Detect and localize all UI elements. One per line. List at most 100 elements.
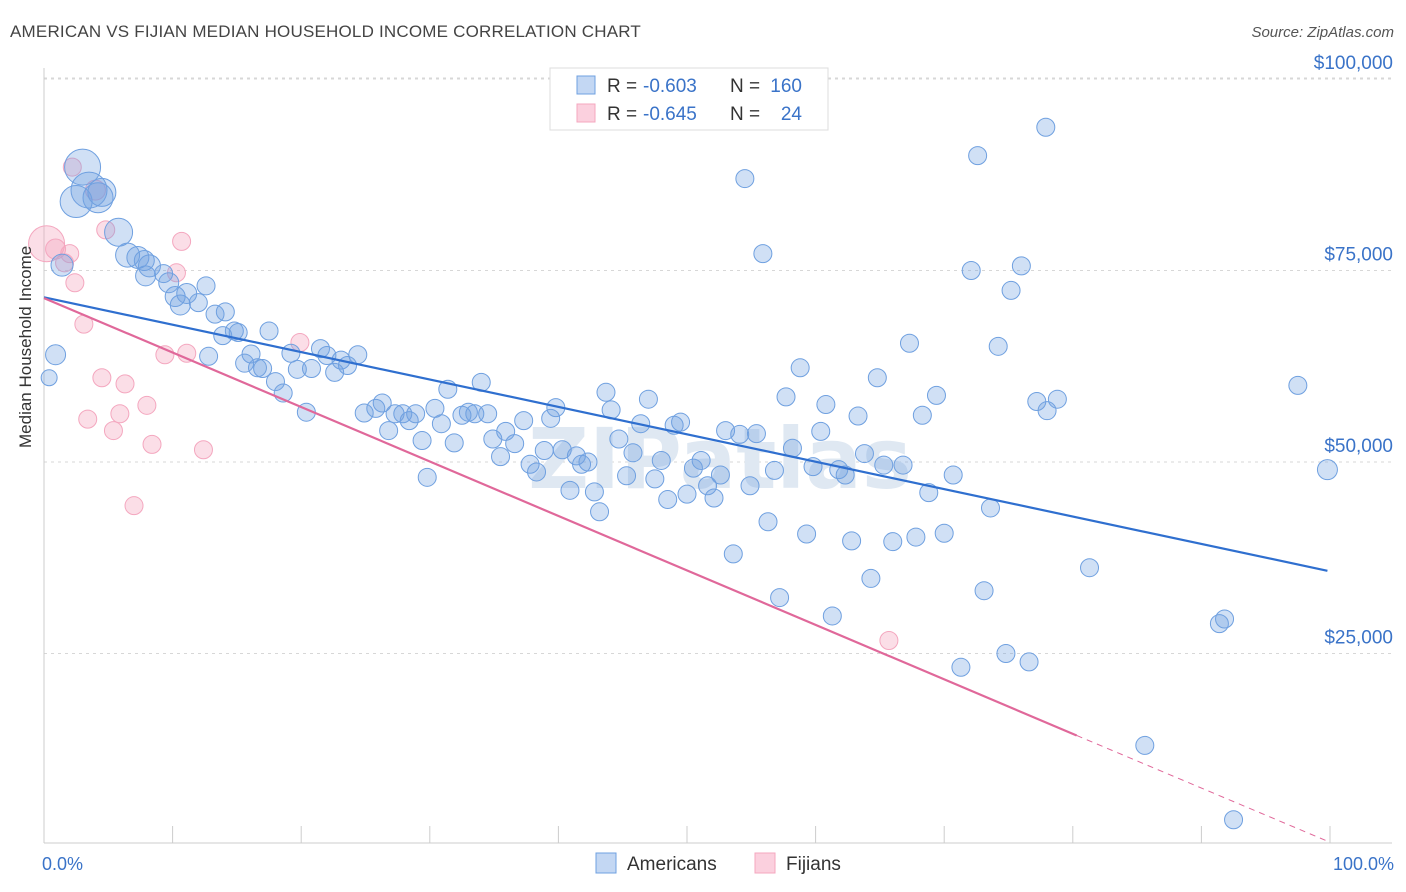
americans-point-86: [638, 389, 658, 409]
americans-point-88: [651, 450, 671, 470]
stats-legend-box: [549, 67, 829, 131]
americans-point-133: [951, 657, 971, 677]
americans-point-45: [366, 398, 386, 418]
americans-point-92: [677, 484, 697, 504]
stats-legend: R = -0.603 N = 160 R = -0.645 N = 24: [549, 67, 829, 131]
americans-point-55: [431, 414, 451, 434]
fijians-point-10: [96, 220, 116, 240]
y-tick-label-1: $50,000: [1324, 436, 1393, 457]
x-tick-labels: 0.0% 100.0%: [42, 854, 1394, 874]
fijians-point-9: [92, 368, 112, 388]
fijians-point-11: [103, 421, 123, 441]
americans-point-142: [1019, 652, 1039, 672]
americans-point-152: [1288, 375, 1308, 395]
fijians-point-19: [172, 231, 192, 251]
fijians-point-21: [193, 440, 213, 460]
americans-point-141: [1011, 256, 1031, 276]
americans-point-132: [943, 465, 963, 485]
x-tick-label-min: 0.0%: [42, 854, 83, 874]
americans-point-47: [379, 421, 399, 441]
fijians-point-5: [62, 157, 82, 177]
americans-point-3: [59, 185, 93, 219]
americans-point-97: [710, 465, 730, 485]
y-tick-label-3: $100,000: [1314, 53, 1393, 74]
americans-point-0: [40, 369, 58, 387]
americans-point-64: [491, 447, 511, 467]
trend-lines: [43, 296, 1328, 842]
americans-point-147: [1080, 558, 1100, 578]
americans-point-82: [609, 429, 629, 449]
americans-point-5: [70, 171, 108, 209]
americans-point-136: [974, 581, 994, 601]
americans-point-87: [645, 469, 665, 489]
americans-point-30: [253, 359, 273, 379]
americans-point-77: [578, 452, 598, 472]
americans-point-120: [854, 444, 874, 464]
fijians-points: [28, 157, 899, 650]
americans-point-114: [816, 395, 836, 415]
americans-point-126: [899, 333, 919, 353]
americans-trend-line: [43, 296, 1328, 572]
fijians-r-value: -0.645: [643, 104, 697, 125]
americans-r-value: -0.603: [643, 76, 697, 97]
americans-point-67: [514, 411, 534, 431]
americans-swatch: [576, 75, 596, 95]
americans-point-8: [104, 217, 134, 247]
americans-point-69: [527, 462, 547, 482]
americans-point-144: [1036, 117, 1056, 137]
legend-fijians-label: Fijians: [786, 854, 841, 875]
americans-point-99: [723, 544, 743, 564]
americans-point-1: [45, 344, 67, 366]
y-tick-labels: $25,000 $50,000 $75,000 $100,000: [1314, 53, 1393, 649]
americans-point-131: [934, 523, 954, 543]
americans-point-66: [505, 434, 525, 454]
americans-point-125: [893, 455, 913, 475]
fijians-point-3: [60, 244, 80, 264]
americans-r-label: R =: [607, 76, 637, 97]
americans-point-89: [658, 490, 678, 510]
americans-point-80: [596, 382, 616, 402]
americans-point-107: [770, 588, 790, 608]
legend-fijians-swatch: [754, 852, 776, 874]
americans-point-121: [861, 568, 881, 588]
americans-point-11: [133, 250, 155, 272]
americans-point-124: [883, 532, 903, 552]
americans-point-51: [406, 404, 426, 424]
americans-point-37: [301, 359, 321, 379]
americans-point-139: [996, 644, 1016, 663]
fijians-point-15: [137, 395, 157, 415]
fijians-trend-line: [43, 297, 1078, 737]
americans-point-46: [372, 393, 392, 413]
americans-point-102: [740, 476, 760, 496]
americans-point-74: [560, 480, 580, 500]
americans-point-127: [906, 527, 926, 547]
americans-point-15: [158, 272, 180, 294]
americans-point-138: [988, 336, 1008, 356]
bottom-legend: Americans Fijians: [595, 852, 841, 875]
americans-point-53: [417, 467, 437, 487]
americans-point-105: [758, 512, 778, 532]
legend-americans-label: Americans: [627, 854, 717, 875]
americans-point-91: [671, 412, 691, 432]
americans-point-95: [698, 476, 718, 496]
americans-point-79: [590, 502, 610, 522]
americans-point-118: [842, 531, 862, 551]
americans-point-20: [196, 276, 216, 296]
americans-n-label: N =: [730, 76, 760, 97]
americans-point-106: [764, 460, 784, 480]
fijians-point-12: [110, 404, 130, 424]
fijians-trend-extension: [1076, 735, 1328, 842]
americans-point-24: [215, 302, 235, 322]
americans-point-68: [520, 454, 540, 474]
americans-point-110: [790, 358, 810, 378]
americans-point-44: [354, 403, 374, 423]
fijians-r-label: R =: [607, 104, 637, 125]
americans-point-151: [1224, 810, 1244, 830]
americans-point-17: [169, 294, 191, 316]
y-tick-label-0: $25,000: [1324, 628, 1393, 649]
fijians-point-13: [115, 374, 135, 394]
americans-point-2: [50, 253, 74, 277]
americans-point-122: [867, 368, 887, 388]
americans-point-96: [704, 488, 724, 508]
americans-point-108: [776, 387, 796, 407]
